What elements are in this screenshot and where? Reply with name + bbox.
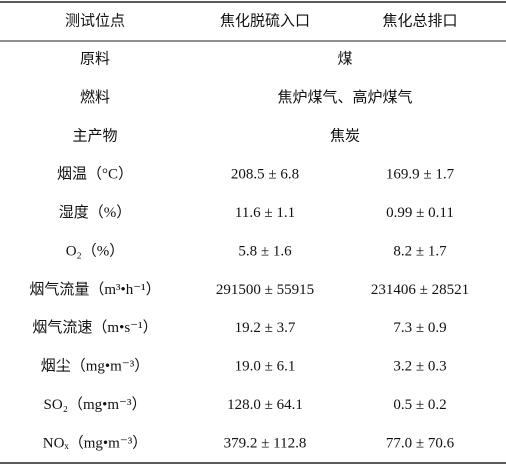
cell: 0.99 ± 0.11 [386, 205, 454, 221]
row-label: O₂（%） [66, 242, 125, 259]
cell: 11.6 ± 1.1 [235, 205, 295, 221]
cell: 3.2 ± 0.3 [393, 359, 446, 375]
cell: 291500 ± 55915 [216, 282, 314, 298]
cell: 169.9 ± 1.7 [386, 167, 455, 183]
row-label: 烟温（°C） [57, 166, 133, 183]
row-label: 原料 [80, 51, 110, 68]
cell: 208.5 ± 6.8 [231, 167, 299, 183]
cell: 7.3 ± 0.9 [393, 320, 446, 336]
row-label: 烟气流速（m•s⁻¹） [32, 319, 157, 336]
cell: 煤 [337, 51, 352, 68]
row-label: 燃料 [80, 88, 110, 106]
header-cell: 焦化总排口 [382, 12, 457, 29]
cell: 8.2 ± 1.7 [393, 243, 447, 259]
row-label: 烟尘（mg•m⁻³） [41, 358, 150, 375]
row-label: 主产物 [72, 127, 117, 144]
header-cell: 测试位点 [65, 12, 125, 29]
cell: 19.2 ± 3.7 [235, 320, 296, 336]
cell: 77.0 ± 70.6 [386, 435, 455, 451]
cell: 0.5 ± 0.2 [393, 397, 446, 413]
cell: 19.0 ± 6.1 [235, 359, 296, 375]
header-cell: 焦化脱硫入口 [220, 12, 310, 29]
cell: 128.0 ± 64.1 [227, 397, 303, 413]
cell: 379.2 ± 112.8 [224, 435, 307, 451]
cell: 焦炉煤气、高炉煤气 [277, 89, 412, 106]
cell: 231406 ± 28521 [371, 282, 469, 298]
row-label: 湿度（%） [59, 204, 132, 221]
row-label: 烟气流量（m³•h⁻¹） [29, 281, 160, 298]
row-label: SO₂（mg•m⁻³） [44, 396, 147, 413]
cell: 焦炭 [330, 127, 360, 144]
row-label: NOₓ（mg•m⁻³） [43, 434, 148, 451]
cell: 5.8 ± 1.6 [238, 243, 292, 259]
